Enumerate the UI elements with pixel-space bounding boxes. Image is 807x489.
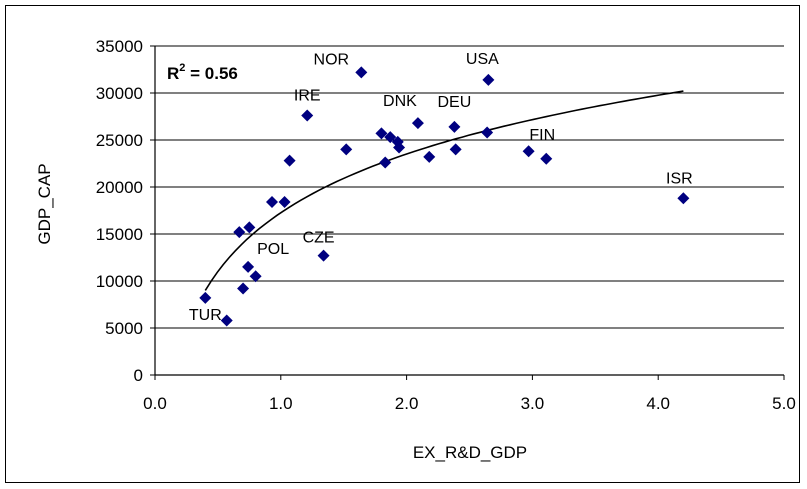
y-tick-label: 15000 (96, 225, 143, 244)
point-label-nor: NOR (314, 51, 350, 68)
point-label-ire: IRE (294, 88, 321, 105)
data-point (265, 196, 278, 209)
trendline (204, 90, 684, 291)
data-point (340, 143, 353, 156)
data-point (233, 226, 246, 239)
chart-frame (5, 5, 800, 483)
gridlines (155, 45, 784, 329)
point-label-isr: ISR (666, 170, 693, 187)
point-label-fin: FIN (529, 127, 555, 144)
r-squared-value: = 0.56 (185, 64, 237, 83)
point-label-dnk: DNK (383, 93, 417, 110)
y-tick-label: 10000 (96, 272, 143, 291)
r-squared-superscript: 2 (179, 62, 185, 74)
data-point (278, 196, 291, 209)
data-point (423, 150, 436, 163)
data-point (375, 127, 388, 140)
data-point (393, 141, 406, 154)
x-tick-label: 3.0 (521, 394, 545, 413)
x-tick-label: 4.0 (646, 394, 670, 413)
x-tick-label: 2.0 (395, 394, 419, 413)
data-point (540, 152, 553, 165)
data-point (249, 270, 262, 283)
point-label-pol: POL (257, 241, 289, 258)
y-tick-label: 30000 (96, 84, 143, 103)
y-tick-label: 5000 (105, 319, 143, 338)
x-tick-label: 5.0 (772, 394, 796, 413)
data-point (677, 192, 690, 205)
x-tick-label: 1.0 (269, 394, 293, 413)
data-point (317, 249, 330, 262)
point-label-tur: TUR (189, 307, 222, 324)
x-tick-labels: 0.0 1.0 2.0 3.0 4.0 5.0 (143, 375, 796, 413)
data-point (220, 314, 233, 327)
data-point (283, 154, 296, 167)
data-points (199, 66, 690, 327)
data-point (481, 126, 494, 139)
r-squared-r: R (167, 64, 179, 83)
r-squared-annotation: R2 = 0.56 (167, 62, 238, 83)
point-label-deu: DEU (438, 94, 472, 111)
y-tick-labels: 0 5000 10000 15000 20000 25000 30000 35000 (96, 37, 155, 385)
y-tick-label: 0 (134, 366, 143, 385)
data-point (522, 145, 535, 158)
y-tick-label: 35000 (96, 37, 143, 56)
x-tick-label: 0.0 (143, 394, 167, 413)
point-label-cze: CZE (303, 230, 335, 247)
data-point (242, 260, 255, 273)
data-point (301, 109, 314, 122)
y-axis-label: GDP_CAP (35, 163, 54, 244)
data-point (237, 282, 250, 295)
data-point (379, 156, 392, 169)
data-point (243, 221, 256, 234)
y-tick-label: 25000 (96, 131, 143, 150)
axes (154, 46, 784, 376)
point-labels: TUR POL IRE CZE NOR DNK DEU USA FIN ISR (189, 51, 693, 324)
x-axis-label: EX_R&D_GDP (413, 443, 527, 462)
data-point (482, 73, 495, 86)
y-tick-label: 20000 (96, 178, 143, 197)
data-point (448, 120, 461, 133)
data-point (384, 131, 397, 144)
data-point (411, 117, 424, 130)
data-point (199, 291, 212, 304)
data-point (449, 143, 462, 156)
data-point (355, 66, 368, 79)
point-label-usa: USA (466, 51, 499, 68)
